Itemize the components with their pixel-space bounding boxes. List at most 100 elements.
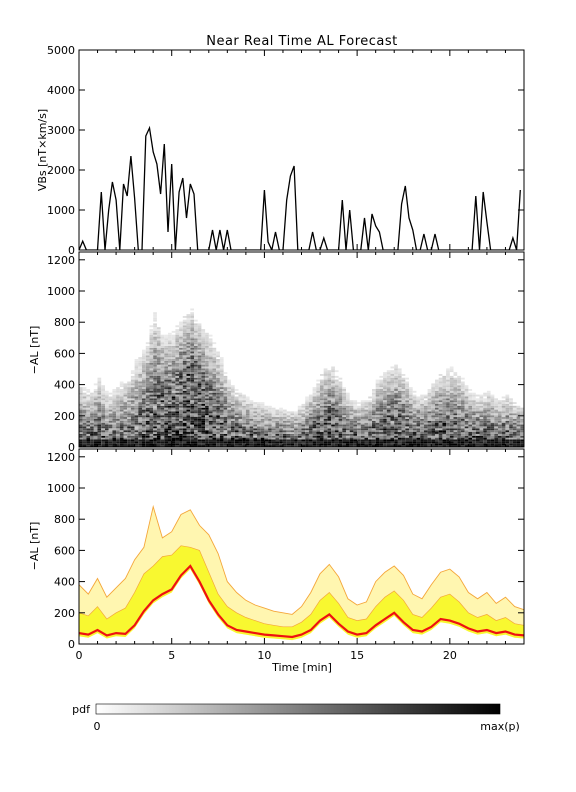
pdf-heatmap-cell xyxy=(168,372,172,374)
pdf-heatmap-cell xyxy=(201,443,206,446)
pdf-heatmap-cell xyxy=(194,426,198,429)
pdf-heatmap-cell xyxy=(142,426,146,429)
pdf-heatmap-cell xyxy=(219,437,224,440)
pdf-heatmap-cell xyxy=(219,383,224,386)
pdf-heatmap-cell xyxy=(134,424,139,427)
pdf-heatmap-cell xyxy=(219,432,224,434)
pdf-heatmap-cell xyxy=(245,443,250,446)
pdf-heatmap-cell xyxy=(409,415,413,418)
pdf-heatmap-cell xyxy=(127,403,131,406)
pdf-heatmap-cell xyxy=(431,432,435,434)
pdf-heatmap-cell xyxy=(130,424,135,427)
pdf-heatmap-cell xyxy=(257,420,261,423)
pdf-heatmap-cell xyxy=(201,405,206,408)
pdf-heatmap-cell xyxy=(197,345,202,348)
pdf-heatmap-cell xyxy=(412,430,417,433)
pdf-heatmap-cell xyxy=(212,439,217,442)
pdf-heatmap-cell xyxy=(379,411,384,414)
pdf-heatmap-cell xyxy=(186,368,191,371)
pdf-heatmap-cell xyxy=(479,396,484,399)
pdf-heatmap-cell xyxy=(205,413,209,416)
pdf-heatmap-cell xyxy=(457,439,461,442)
pdf-heatmap-cell xyxy=(212,418,217,421)
pdf-heatmap-cell xyxy=(468,400,473,403)
pdf-heatmap-cell xyxy=(334,441,339,444)
pdf-heatmap-cell xyxy=(375,439,380,442)
pdf-heatmap-cell xyxy=(346,433,350,436)
pdf-heatmap-cell xyxy=(420,420,424,423)
pdf-heatmap-cell xyxy=(171,389,176,391)
pdf-heatmap-cell xyxy=(275,441,280,444)
pdf-heatmap-cell xyxy=(435,383,439,386)
pdf-heatmap-cell xyxy=(219,400,224,403)
pdf-heatmap-cell xyxy=(238,392,243,395)
pdf-heatmap-cell xyxy=(431,403,435,406)
pdf-heatmap-cell xyxy=(316,409,320,412)
pdf-heatmap-cell xyxy=(175,422,180,425)
pdf-heatmap-cell xyxy=(483,443,487,446)
pdf-heatmap-cell xyxy=(227,398,231,401)
pdf-heatmap-cell xyxy=(275,437,280,440)
pdf-heatmap-cell xyxy=(182,424,187,427)
pdf-heatmap-cell xyxy=(505,411,510,414)
pdf-heatmap-cell xyxy=(212,426,217,429)
pdf-heatmap-cell xyxy=(197,370,202,373)
pdf-heatmap-cell xyxy=(472,415,476,418)
pdf-heatmap-cell xyxy=(145,381,150,384)
pdf-heatmap-cell xyxy=(401,387,406,389)
pdf-heatmap-cell xyxy=(216,417,220,419)
pdf-heatmap-cell xyxy=(194,344,198,346)
pdf-heatmap-cell xyxy=(190,340,194,343)
pdf-heatmap-cell xyxy=(312,398,317,401)
pdf-heatmap-cell xyxy=(338,405,343,408)
pdf-heatmap-cell xyxy=(486,424,491,427)
pdf-heatmap-cell xyxy=(93,426,98,429)
pdf-heatmap-cell xyxy=(160,359,165,361)
pdf-heatmap-cell xyxy=(219,390,224,393)
pdf-heatmap-cell xyxy=(286,428,291,431)
pdf-heatmap-cell xyxy=(168,332,172,335)
pdf-heatmap-cell xyxy=(316,439,320,442)
pdf-heatmap-cell xyxy=(449,402,454,404)
pdf-heatmap-cell xyxy=(327,402,332,404)
pdf-heatmap-cell xyxy=(423,433,428,436)
pdf-heatmap-cell xyxy=(449,413,454,416)
pdf-heatmap-cell xyxy=(301,413,306,416)
pdf-heatmap-cell xyxy=(134,441,139,444)
pdf-heatmap-cell xyxy=(331,443,335,446)
pdf-heatmap-cell xyxy=(186,364,191,367)
pdf-heatmap-cell xyxy=(257,428,261,431)
pdf-heatmap-cell xyxy=(327,420,332,423)
pdf-heatmap-cell xyxy=(349,403,354,406)
pdf-heatmap-cell xyxy=(464,411,469,414)
pdf-heatmap-cell xyxy=(97,398,102,401)
pdf-heatmap-cell xyxy=(283,443,287,446)
pdf-heatmap-cell xyxy=(357,417,361,419)
pdf-heatmap-cell xyxy=(375,405,380,408)
pdf-heatmap-cell xyxy=(338,435,343,438)
pdf-heatmap-cell xyxy=(264,437,269,440)
pdf-heatmap-cell xyxy=(160,377,165,380)
pdf-heatmap-cell xyxy=(260,424,265,427)
pdf-heatmap-cell xyxy=(279,433,283,436)
pdf-heatmap-cell xyxy=(205,402,209,404)
pdf-heatmap-cell xyxy=(160,357,165,359)
pdf-heatmap-cell xyxy=(294,428,298,431)
pdf-heatmap-cell xyxy=(168,398,172,401)
pdf-heatmap-cell xyxy=(449,377,454,380)
pdf-heatmap-cell xyxy=(297,426,302,429)
pdf-heatmap-cell xyxy=(509,398,513,401)
vbs-y-tick-label: 2000 xyxy=(47,164,75,177)
pdf-heatmap-cell xyxy=(238,405,243,408)
pdf-heatmap-cell xyxy=(357,402,361,404)
pdf-heatmap-cell xyxy=(108,417,113,419)
pdf-heatmap-cell xyxy=(490,437,495,440)
pdf-heatmap-cell xyxy=(82,402,87,404)
pdf-heatmap-cell xyxy=(312,413,317,416)
pdf-heatmap-cell xyxy=(168,390,172,393)
pdf-heatmap-cell xyxy=(498,435,502,438)
pdf-heatmap-cell xyxy=(512,426,517,429)
pdf-heatmap-cell xyxy=(431,392,435,395)
pdf-heatmap-cell xyxy=(186,403,191,406)
pdf-heatmap-cell xyxy=(316,390,320,393)
